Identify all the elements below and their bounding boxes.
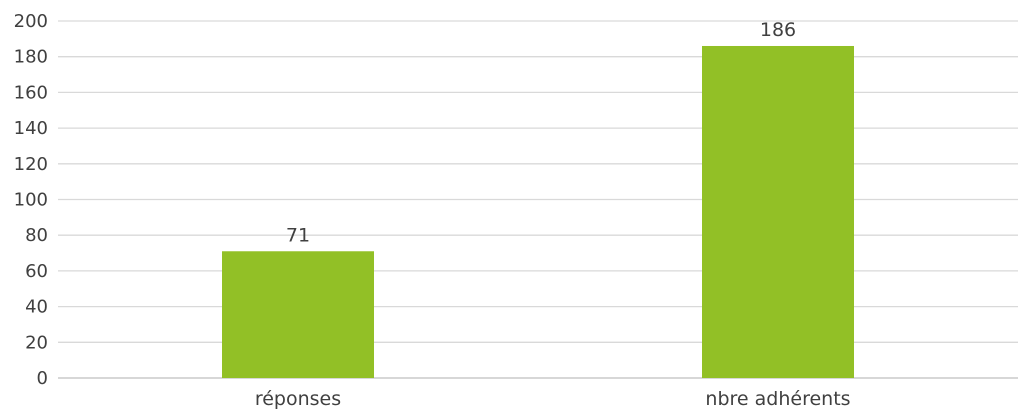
bar (702, 45, 854, 379)
x-axis-categories: réponses nbre adhérents (255, 388, 851, 410)
data-label: 186 (760, 19, 796, 41)
y-tick-label: 100 (14, 190, 48, 211)
data-labels: 71 186 (286, 19, 796, 246)
x-category-label: réponses (255, 388, 341, 410)
y-tick-label: 180 (14, 47, 48, 68)
y-tick-label: 60 (25, 261, 48, 282)
y-axis-ticks: 0 20 40 60 80 100 120 140 160 180 200 (14, 11, 48, 389)
gridlines (58, 20, 1018, 379)
x-category-label: nbre adhérents (705, 388, 850, 410)
y-tick-label: 0 (37, 368, 48, 389)
y-tick-label: 40 (25, 297, 48, 318)
bar (222, 251, 374, 378)
y-tick-label: 160 (14, 82, 48, 103)
y-tick-label: 140 (14, 118, 48, 139)
data-label: 71 (286, 224, 310, 246)
bars (222, 45, 854, 379)
y-tick-label: 20 (25, 332, 48, 353)
y-tick-label: 80 (25, 225, 48, 246)
y-tick-label: 120 (14, 154, 48, 175)
y-tick-label: 200 (14, 11, 48, 32)
